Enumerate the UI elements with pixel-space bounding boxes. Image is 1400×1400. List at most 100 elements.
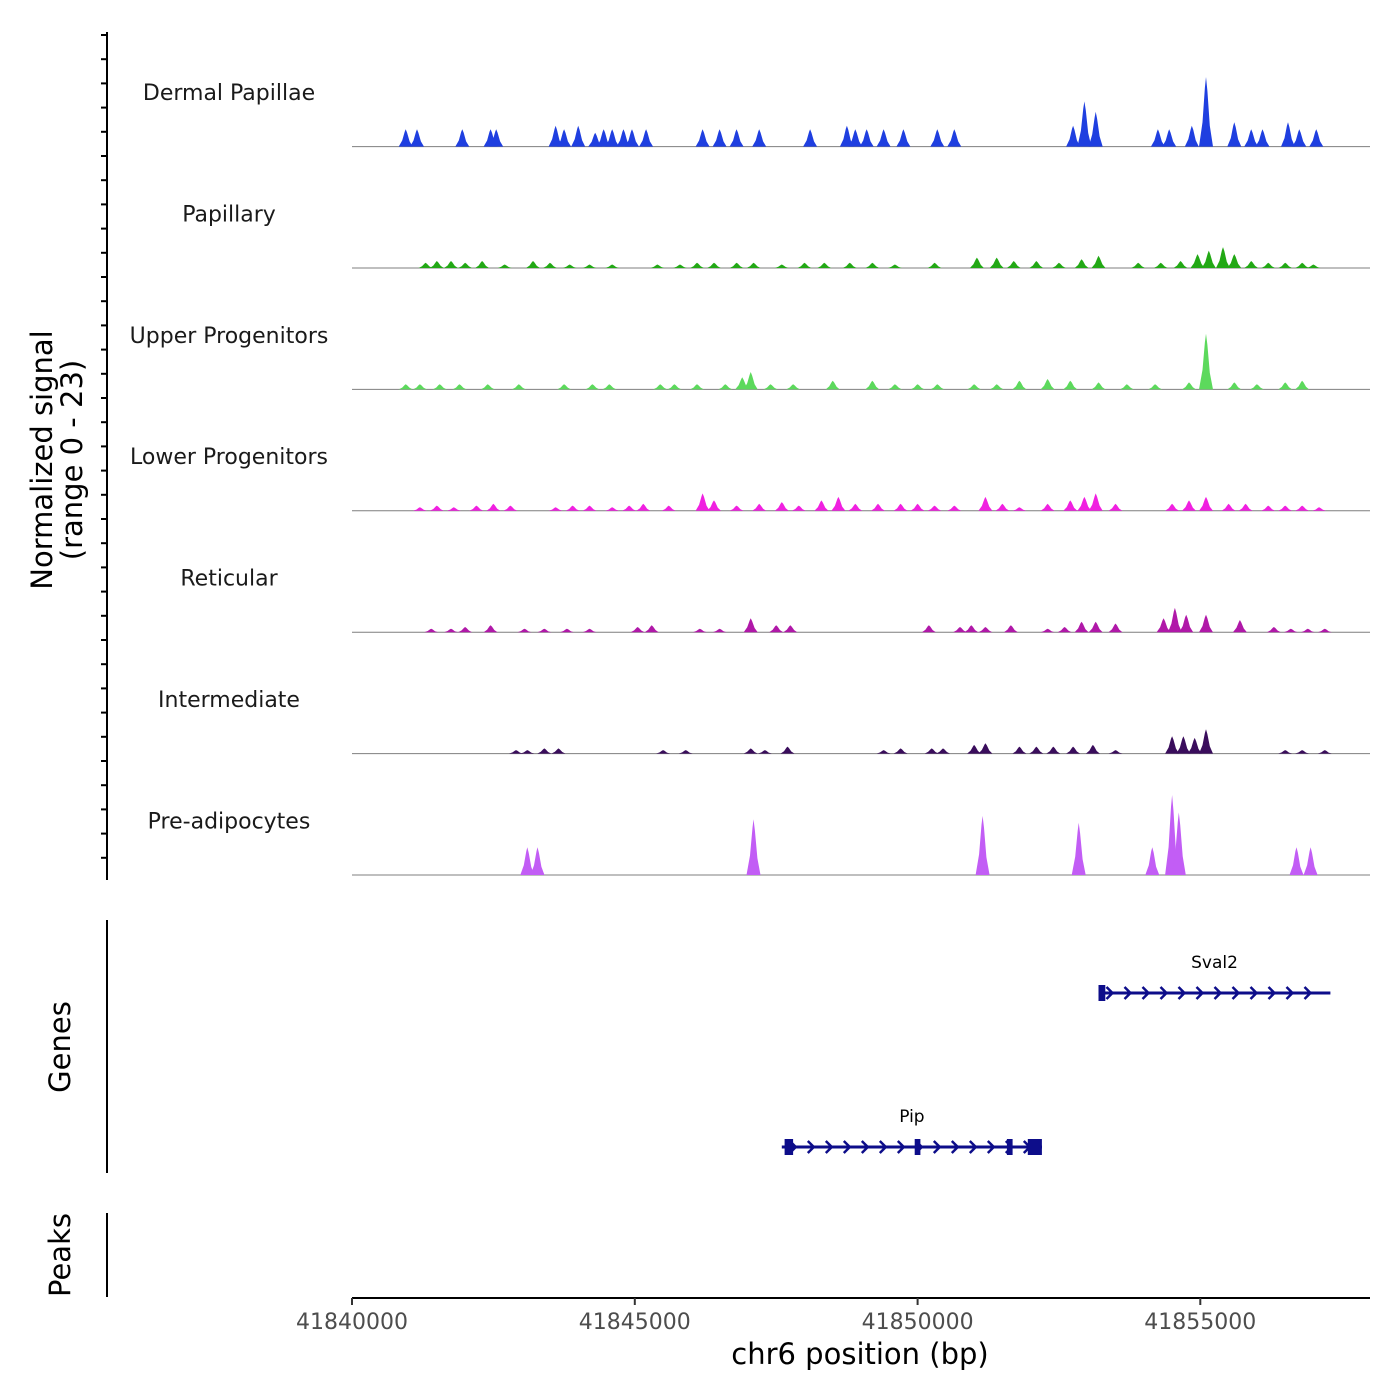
signal-peak	[803, 129, 818, 147]
track-label: Intermediate	[158, 688, 300, 713]
signal-peak	[729, 262, 744, 268]
strand-arrow	[1141, 986, 1151, 1000]
signal-peak	[602, 384, 617, 390]
signal-peak	[559, 628, 574, 633]
signal-peak	[1306, 264, 1321, 268]
strand-arrow	[896, 1140, 906, 1154]
signal-peak	[1199, 729, 1213, 754]
signal-peak	[975, 815, 990, 875]
signal-peak	[859, 129, 874, 147]
signal-peak	[582, 628, 597, 633]
signal-peak	[1295, 262, 1310, 268]
signal-peak	[475, 261, 490, 268]
strand-arrow	[1177, 986, 1187, 1000]
signal-peak	[1074, 259, 1089, 268]
signal-peak	[1057, 627, 1072, 633]
signal-peak	[1029, 261, 1044, 268]
signal-peak	[989, 384, 1004, 390]
signal-peak	[774, 264, 789, 268]
signal-peak	[967, 744, 982, 754]
signal-peak	[1108, 750, 1123, 754]
signal-peak	[418, 262, 433, 268]
signal-peak	[712, 628, 727, 633]
signal-peak	[930, 384, 945, 390]
signal-peak	[557, 384, 572, 390]
signal-peak	[1066, 746, 1081, 754]
gene-exon	[784, 1139, 794, 1155]
signal-peak	[1119, 384, 1134, 390]
y-axis-title-line2: (range 0 - 23)	[55, 360, 89, 560]
signal-peak	[814, 500, 829, 511]
strand-arrow	[1267, 986, 1277, 1000]
signal-peak	[743, 372, 758, 390]
signal-peak	[1190, 254, 1205, 268]
y-axis-title-line1: Normalized signal	[25, 330, 59, 589]
signal-peak	[509, 750, 523, 754]
y-axis-title: Normalized signal (range 0 - 23)	[25, 330, 89, 589]
signal-peak	[1283, 628, 1298, 633]
track-pre-adipocytes: Pre-adipocytes	[148, 795, 1370, 876]
x-axis-ticks: 41840000 41845000 41850000 41855000	[296, 1298, 1256, 1335]
signal-peak	[622, 505, 637, 511]
signal-peak	[644, 625, 659, 633]
signal-peak	[707, 500, 721, 511]
signal-peak	[1165, 503, 1180, 511]
signal-peak	[446, 507, 461, 511]
signal-peak	[1278, 262, 1293, 268]
signal-peak	[936, 748, 950, 754]
strand-arrow	[1231, 986, 1241, 1000]
signal-peak	[1063, 380, 1078, 390]
signal-peak	[530, 847, 545, 875]
signal-peak	[1145, 847, 1160, 875]
signal-peak	[1221, 503, 1236, 511]
signal-peak	[1040, 503, 1055, 511]
signal-peak	[605, 264, 620, 268]
signal-peak	[452, 384, 467, 390]
signal-peak	[398, 384, 413, 390]
signal-peak	[497, 264, 512, 268]
signal-peak	[1066, 125, 1081, 147]
signal-peak	[953, 627, 967, 633]
strand-arrow	[1195, 986, 1205, 1000]
signal-peak	[503, 505, 518, 511]
signal-peak	[557, 129, 572, 147]
signal-peak	[412, 384, 427, 390]
signal-peak	[1309, 129, 1324, 147]
signal-peak	[1303, 847, 1318, 875]
strand-arrow	[1105, 986, 1115, 1000]
signal-peak	[1289, 847, 1304, 875]
signal-peak	[1088, 621, 1103, 633]
signal-peak	[712, 129, 727, 147]
signal-peak	[1232, 620, 1247, 633]
signal-peak	[967, 384, 982, 390]
signal-peak	[1040, 628, 1055, 633]
signal-peak	[1278, 750, 1293, 754]
signal-peak	[825, 380, 840, 390]
signal-peak	[783, 625, 798, 633]
signal-peak	[978, 743, 993, 754]
signal-peak	[1131, 262, 1146, 268]
signal-peak	[752, 129, 767, 147]
strand-arrow	[1285, 986, 1295, 1000]
signal-peak	[489, 129, 504, 147]
strand-arrow	[1303, 986, 1313, 1000]
x-axis-title: chr6 position (bp)	[731, 1337, 988, 1371]
signal-peak	[1091, 382, 1106, 390]
signal-peak	[517, 628, 532, 633]
strand-arrow	[1123, 986, 1133, 1000]
signal-peak	[1156, 618, 1171, 633]
signal-peak	[1295, 380, 1310, 390]
signal-peak	[429, 261, 444, 268]
strand-arrow	[878, 1140, 888, 1154]
signal-peak	[969, 257, 984, 268]
gene-exon	[1027, 1139, 1042, 1155]
signal-peak	[1295, 750, 1310, 754]
signal-peak	[429, 505, 444, 511]
signal-peak	[1317, 750, 1332, 754]
track-lower-progenitors: Lower Progenitors	[130, 445, 1370, 512]
signal-peak	[639, 129, 654, 147]
signal-peak	[1153, 262, 1168, 268]
signal-peak	[1182, 382, 1196, 390]
signal-peak	[769, 625, 784, 633]
